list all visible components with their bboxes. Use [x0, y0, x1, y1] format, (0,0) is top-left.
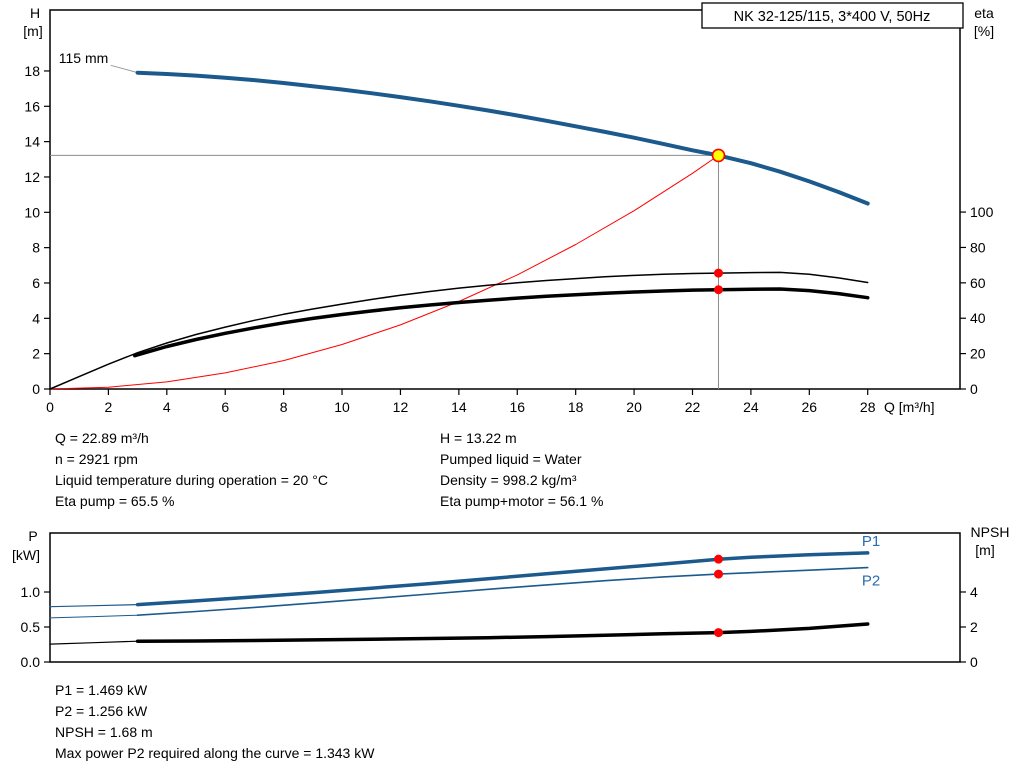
x-tick-label: 10	[334, 399, 350, 415]
info-line-pumped-liquid: Pumped liquid = Water	[440, 451, 582, 467]
eta-pump-motor-duty-dot	[713, 285, 723, 295]
x-tick-label: 4	[163, 399, 171, 415]
x-tick-label: 20	[626, 399, 642, 415]
pump-title: NK 32-125/115, 3*400 V, 50Hz	[734, 9, 931, 25]
title-box: NK 32-125/115, 3*400 V, 50Hz	[701, 2, 964, 29]
left-axis-tick-label: 0.0	[21, 654, 41, 670]
info-line-npsh: NPSH = 1.68 m	[55, 724, 153, 740]
p1-duty-dot	[713, 554, 723, 564]
info-line-eta-pump: Eta pump = 65.5 %	[55, 493, 175, 509]
duty-info-right-column: H = 13.22 m Pumped liquid = Water Densit…	[440, 428, 603, 512]
p1-curve-label: P1	[862, 533, 880, 550]
title-box-frame	[701, 2, 964, 29]
x-tick-label: 22	[685, 399, 701, 415]
npsh-duty-dot	[713, 628, 723, 638]
impeller-leader-line	[110, 64, 137, 73]
x-tick-label: 2	[105, 399, 113, 415]
left-axis-tick-label: 10	[24, 204, 40, 220]
x-tick-label: 0	[46, 399, 54, 415]
right-axis-tick-label: 80	[970, 239, 986, 255]
right-axis-title: eta	[974, 5, 994, 21]
eta-pump-duty-dot	[713, 268, 723, 278]
info-line-p2: P2 = 1.256 kW	[55, 703, 148, 719]
x-tick-label: 26	[802, 399, 818, 415]
left-axis-title: [m]	[23, 23, 42, 39]
right-axis-tick-label: 20	[970, 346, 986, 362]
left-axis-tick-label: 12	[24, 169, 40, 185]
info-line-speed: n = 2921 rpm	[55, 451, 138, 467]
x-tick-label: 12	[393, 399, 409, 415]
right-axis-tick-label: 100	[970, 204, 994, 220]
x-tick-label: 24	[743, 399, 759, 415]
right-axis-tick-label: 60	[970, 275, 986, 291]
h-q-curve-115mm	[135, 70, 870, 206]
right-axis-tick-label: 4	[970, 584, 978, 600]
system-curve	[49, 154, 719, 390]
left-axis-tick-label: 14	[24, 134, 40, 150]
right-axis-title: [%]	[974, 23, 994, 39]
p1-curve-extension	[49, 603, 139, 608]
info-line-density: Density = 998.2 kg/m³	[440, 472, 577, 488]
x-tick-label: 8	[280, 399, 288, 415]
p2-curve	[136, 566, 869, 617]
x-tick-label: 14	[451, 399, 467, 415]
info-line-q: Q = 22.89 m³/h	[55, 430, 149, 446]
p2-curve-extension	[49, 614, 139, 619]
info-line-max-p2: Max power P2 required along the curve = …	[55, 745, 375, 761]
right-axis-tick-label: 0	[970, 381, 978, 397]
impeller-diameter-label: 115 mm	[59, 50, 109, 66]
left-axis-title: [kW]	[12, 547, 40, 563]
info-line-h: H = 13.22 m	[440, 430, 517, 446]
npsh-curve-extension	[49, 640, 139, 645]
left-axis-tick-label: 4	[32, 310, 40, 326]
x-tick-label: 16	[509, 399, 525, 415]
left-axis-title: P	[28, 528, 37, 544]
npsh-curve	[135, 622, 870, 643]
left-axis-tick-label: 0.5	[21, 619, 41, 635]
power-npsh-chart: 0.0 0.5 1.0 0 2 4 P [kW] NPSH [m] P1 P2	[12, 524, 1009, 670]
info-line-liquid-temperature: Liquid temperature during operation = 20…	[55, 472, 328, 488]
right-axis-title: NPSH	[971, 524, 1010, 540]
left-axis-tick-label: 0	[32, 381, 40, 397]
duty-point-marker	[711, 148, 726, 163]
eta-pump-curve	[49, 271, 869, 390]
right-axis-tick-label: 40	[970, 310, 986, 326]
info-line-p1: P1 = 1.469 kW	[55, 682, 148, 698]
p2-duty-dot	[713, 569, 723, 579]
right-axis-tick-label: 2	[970, 619, 978, 635]
x-tick-label: 6	[221, 399, 229, 415]
info-line-eta-pump-motor: Eta pump+motor = 56.1 %	[440, 493, 604, 509]
left-axis-title: H	[30, 5, 40, 21]
left-axis-tick-label: 18	[24, 63, 40, 79]
eta-pump-motor-curve	[132, 287, 870, 358]
duty-info-left-column: Q = 22.89 m³/h n = 2921 rpm Liquid tempe…	[55, 428, 328, 512]
left-axis-tick-label: 16	[24, 98, 40, 114]
left-axis-tick-label: 1.0	[21, 584, 41, 600]
left-axis-tick-label: 2	[32, 346, 40, 362]
hq-eta-chart: 0 2 4 6 8 10 12 14 16 18 20 22 24 26 28024681012141618…	[23, 5, 994, 415]
left-axis-tick-label: 8	[32, 240, 40, 256]
right-axis-title: [m]	[975, 542, 994, 558]
left-axis-tick-label: 6	[32, 275, 40, 291]
x-axis-title: Q [m³/h]	[884, 399, 935, 415]
p2-curve-label: P2	[862, 572, 880, 589]
power-info-block: P1 = 1.469 kW P2 = 1.256 kW NPSH = 1.68 …	[55, 680, 374, 764]
x-tick-label: 18	[568, 399, 584, 415]
right-axis-tick-label: 0	[970, 654, 978, 670]
plot-frame	[49, 532, 961, 663]
p1-curve	[135, 551, 870, 607]
plot-frame	[49, 9, 961, 390]
x-tick-label: 28	[860, 399, 876, 415]
